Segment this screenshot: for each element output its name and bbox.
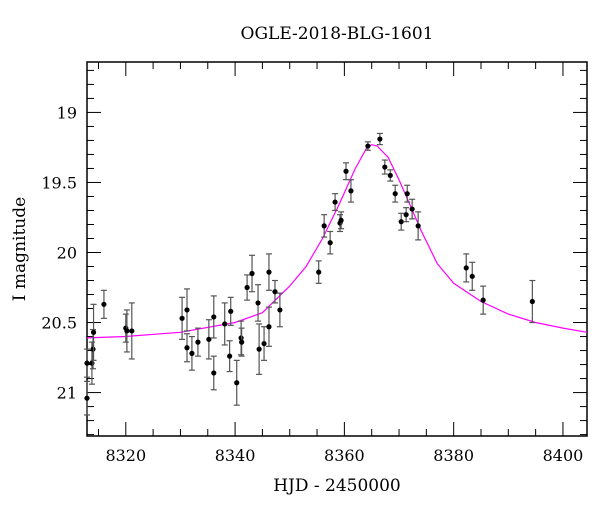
data-point	[101, 301, 107, 307]
y-tick-label: 19	[57, 103, 77, 122]
data-point	[84, 360, 90, 366]
data-point	[244, 284, 250, 291]
data-point	[529, 298, 535, 305]
data-point	[222, 321, 228, 327]
data-point	[338, 217, 344, 223]
x-tick-label: 8360	[324, 446, 365, 465]
data-point	[239, 339, 245, 345]
data-point	[332, 199, 338, 205]
model-curve	[86, 143, 588, 339]
data-point	[343, 168, 349, 174]
data-point	[84, 395, 90, 401]
data-point	[409, 206, 415, 212]
y-tick-label: 20.5	[41, 314, 77, 333]
data-point	[249, 270, 255, 277]
plot-frame	[86, 61, 588, 437]
data-point	[90, 329, 97, 335]
data-point	[184, 307, 190, 313]
y-tick-label: 20	[57, 244, 77, 263]
data-point	[255, 300, 261, 306]
data-point	[211, 370, 217, 376]
x-tick-label: 8320	[105, 446, 146, 465]
data-point	[365, 143, 371, 149]
data-point	[195, 339, 201, 345]
data-point	[266, 324, 272, 330]
y-tick-label: 21	[57, 384, 77, 403]
data-point	[211, 314, 217, 320]
data-point	[348, 188, 354, 194]
data-point	[234, 380, 240, 386]
data-point	[463, 265, 469, 271]
data-point	[277, 307, 283, 313]
data-point	[382, 164, 388, 170]
data-point	[189, 350, 195, 356]
data-point	[387, 172, 393, 179]
data-point	[184, 345, 190, 351]
data-point	[129, 328, 135, 334]
data-point	[256, 346, 262, 352]
data-point	[469, 273, 475, 279]
data-point	[403, 212, 409, 218]
data-point	[321, 223, 327, 229]
data-point	[392, 191, 398, 197]
data-point	[261, 340, 267, 347]
data-point	[124, 328, 130, 334]
x-tick-label: 8380	[433, 446, 474, 465]
data-point	[404, 191, 410, 197]
chart-title: OGLE-2018-BLG-1601	[240, 24, 434, 44]
data-point	[227, 353, 233, 359]
data-point	[228, 308, 234, 314]
data-point	[179, 315, 185, 321]
y-tick-label: 19.5	[41, 173, 77, 192]
data-point	[272, 289, 278, 295]
data-point	[377, 136, 383, 142]
data-point	[415, 223, 421, 229]
data-point	[480, 297, 486, 303]
data-point	[398, 219, 404, 225]
data-point	[89, 360, 95, 366]
data-point	[316, 269, 322, 275]
data-point	[266, 269, 272, 275]
data-point	[206, 336, 212, 342]
x-tick-label: 8340	[215, 446, 256, 465]
data-point	[327, 240, 333, 246]
x-tick-label: 8400	[543, 446, 584, 465]
x-axis-label: HJD - 2450000	[273, 476, 401, 496]
